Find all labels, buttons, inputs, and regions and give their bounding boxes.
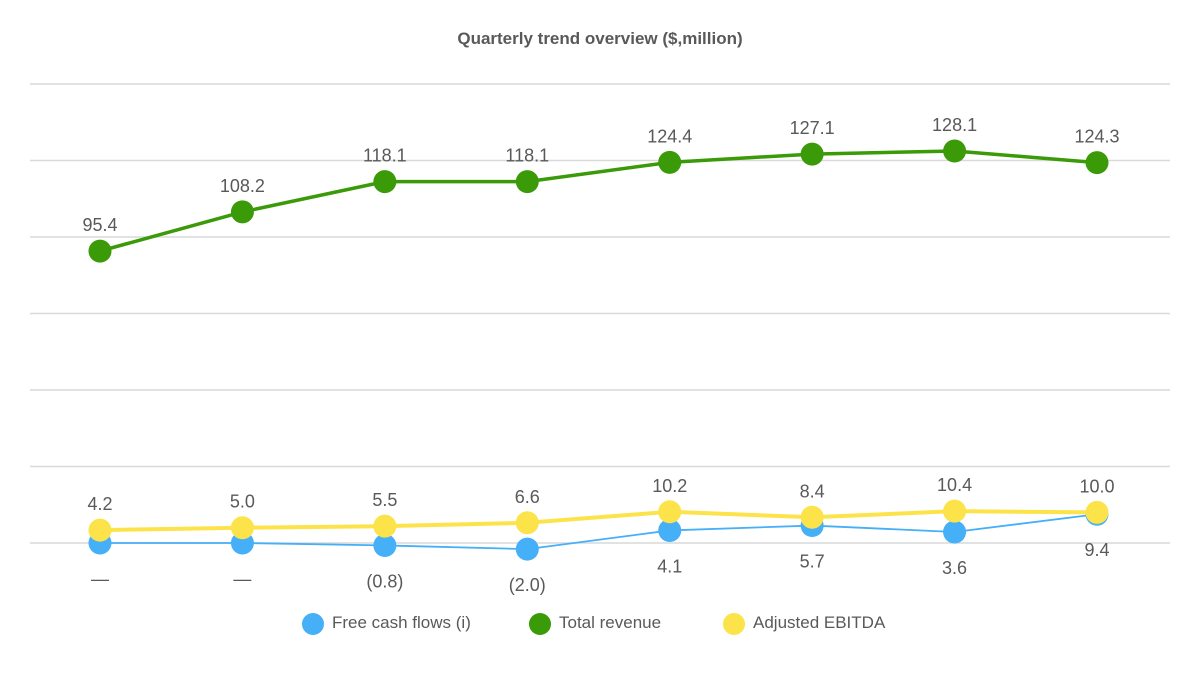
legend-item[interactable]: Total revenue <box>529 613 661 635</box>
data-point[interactable] <box>230 516 254 540</box>
series-adjusted-ebitda <box>88 499 1109 542</box>
data-point[interactable] <box>943 499 967 523</box>
legend-label: Adjusted EBITDA <box>753 613 886 632</box>
series-total-revenue <box>88 139 1109 263</box>
gridlines <box>30 83 1170 544</box>
series-line <box>99 509 1098 533</box>
data-label: 5.7 <box>800 552 825 572</box>
data-point[interactable] <box>943 139 967 163</box>
data-point[interactable] <box>658 150 682 174</box>
data-label: 5.0 <box>230 492 255 512</box>
data-label: 95.4 <box>82 215 117 235</box>
data-point[interactable] <box>1085 500 1109 524</box>
data-label: 127.1 <box>790 118 835 138</box>
legend-marker <box>529 613 551 635</box>
data-point[interactable] <box>373 170 397 194</box>
data-point[interactable] <box>800 142 824 166</box>
data-point[interactable] <box>230 200 254 224</box>
data-label: 9.4 <box>1084 540 1109 560</box>
data-label: — <box>233 569 251 589</box>
data-point[interactable] <box>88 518 112 542</box>
legend-label: Total revenue <box>559 613 661 632</box>
data-label: 10.4 <box>937 475 972 495</box>
data-label: 108.2 <box>220 176 265 196</box>
data-label: (2.0) <box>509 575 546 595</box>
data-labels: — — (0.8) (2.0) 4.1 5.7 3.6 9.4 95.4 108.2 118.1 11… <box>82 115 1119 595</box>
legend-item[interactable]: Free cash flows (i) <box>302 613 471 635</box>
data-label: 128.1 <box>932 115 977 135</box>
data-label: 5.5 <box>372 490 397 510</box>
data-label: 118.1 <box>505 146 549 166</box>
data-point[interactable] <box>515 511 539 535</box>
data-point[interactable] <box>658 518 682 542</box>
data-label: 4.2 <box>87 494 112 514</box>
data-point[interactable] <box>373 533 397 557</box>
data-point[interactable] <box>515 537 539 561</box>
data-point[interactable] <box>1085 151 1109 175</box>
data-label: 3.6 <box>942 558 967 578</box>
series-line <box>99 149 1098 253</box>
data-label: 118.1 <box>363 146 407 166</box>
data-label: 6.6 <box>515 487 540 507</box>
data-label: (0.8) <box>366 571 403 591</box>
data-point[interactable] <box>658 500 682 524</box>
legend-marker <box>302 613 324 635</box>
data-point[interactable] <box>800 505 824 529</box>
data-label: 10.2 <box>652 476 687 496</box>
series-layer <box>88 139 1109 561</box>
legend: Free cash flows (i) Total revenue Adjusted… <box>302 613 886 635</box>
data-point[interactable] <box>88 239 112 263</box>
data-point[interactable] <box>373 514 397 538</box>
data-point[interactable] <box>515 170 539 194</box>
data-label: 124.3 <box>1074 127 1119 147</box>
chart-title: Quarterly trend overview ($,million) <box>457 29 742 48</box>
data-label: — <box>91 569 109 589</box>
data-label: 8.4 <box>800 481 825 501</box>
legend-marker <box>723 613 745 635</box>
legend-item[interactable]: Adjusted EBITDA <box>723 613 886 635</box>
series-line <box>100 513 1098 551</box>
data-label: 4.1 <box>657 556 682 576</box>
data-label: 124.4 <box>647 126 692 146</box>
data-label: 10.0 <box>1079 476 1114 496</box>
data-point[interactable] <box>943 520 967 544</box>
legend-label: Free cash flows (i) <box>332 613 471 632</box>
